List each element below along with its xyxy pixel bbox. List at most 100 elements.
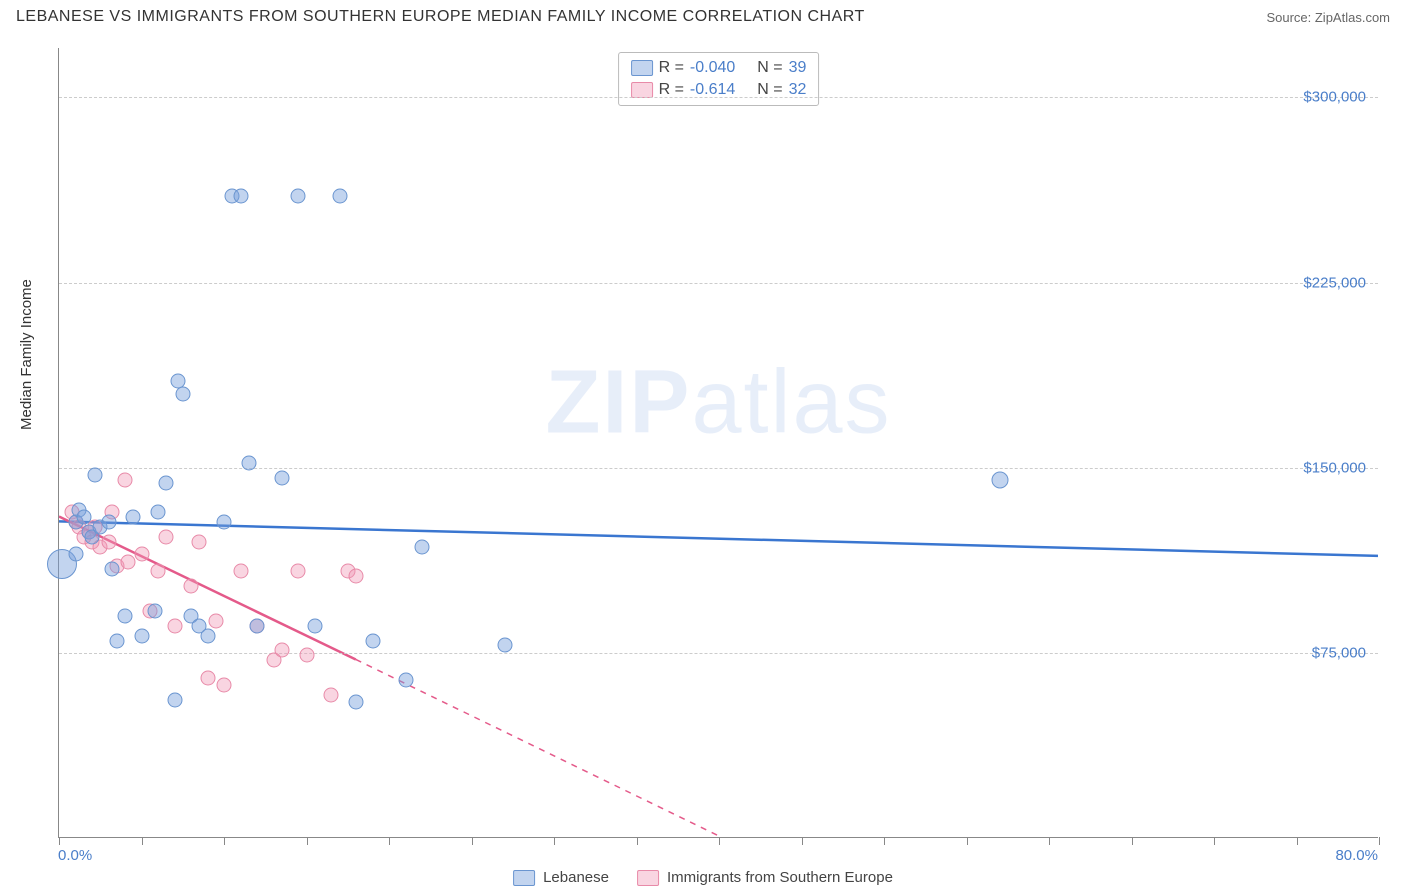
gridline <box>59 283 1378 284</box>
data-point <box>241 455 256 470</box>
x-tick <box>389 837 390 845</box>
legend-stat-row: R = -0.040 N = 39 <box>631 57 807 79</box>
x-tick <box>1297 837 1298 845</box>
x-tick <box>884 837 885 845</box>
gridline <box>59 468 1378 469</box>
data-point <box>274 470 289 485</box>
data-point <box>151 564 166 579</box>
data-point <box>134 628 149 643</box>
data-point <box>415 539 430 554</box>
legend-swatch <box>513 870 535 886</box>
data-point <box>497 638 512 653</box>
x-min-label: 0.0% <box>58 847 92 864</box>
data-point <box>109 633 124 648</box>
chart-header: LEBANESE VS IMMIGRANTS FROM SOUTHERN EUR… <box>0 0 1406 30</box>
data-point <box>250 618 265 633</box>
x-tick <box>1049 837 1050 845</box>
x-tick <box>224 837 225 845</box>
data-point <box>126 510 141 525</box>
y-tick-label: $75,000 <box>1312 644 1366 661</box>
data-point <box>200 670 215 685</box>
plot-area: ZIPatlas R =-0.040N =39R =-0.614N =32 $7… <box>58 48 1378 838</box>
x-max-label: 80.0% <box>1335 847 1378 864</box>
trend-line-blue <box>59 521 1378 556</box>
y-tick-label: $225,000 <box>1303 274 1366 291</box>
legend-swatch <box>637 870 659 886</box>
legend-n-value: 32 <box>789 81 807 99</box>
data-point <box>208 613 223 628</box>
trend-lines-svg <box>59 48 1378 837</box>
watermark: ZIPatlas <box>545 352 891 455</box>
data-point <box>365 633 380 648</box>
data-point <box>118 608 133 623</box>
legend-n-value: 39 <box>789 59 807 77</box>
data-point <box>68 547 83 562</box>
x-tick <box>307 837 308 845</box>
x-tick <box>472 837 473 845</box>
x-tick <box>967 837 968 845</box>
data-point <box>233 189 248 204</box>
watermark-zip: ZIP <box>545 353 691 453</box>
data-point <box>159 475 174 490</box>
legend-swatch <box>631 60 653 76</box>
x-tick <box>142 837 143 845</box>
data-point <box>151 505 166 520</box>
data-point <box>291 189 306 204</box>
x-tick <box>802 837 803 845</box>
legend-item: Immigrants from Southern Europe <box>637 869 893 886</box>
data-point <box>233 564 248 579</box>
data-point <box>398 673 413 688</box>
gridline <box>59 653 1378 654</box>
data-point <box>274 643 289 658</box>
data-point <box>192 534 207 549</box>
legend-label: Immigrants from Southern Europe <box>667 869 893 886</box>
watermark-atlas: atlas <box>691 353 891 453</box>
data-point <box>991 472 1008 489</box>
x-tick <box>59 837 60 845</box>
data-point <box>101 534 116 549</box>
x-tick <box>1132 837 1133 845</box>
data-point <box>184 579 199 594</box>
legend-r-label: R = <box>659 59 684 77</box>
data-point <box>217 677 232 692</box>
legend-n-label: N = <box>757 59 782 77</box>
y-tick-label: $150,000 <box>1303 459 1366 476</box>
legend-label: Lebanese <box>543 869 609 886</box>
data-point <box>104 561 119 576</box>
data-point <box>134 547 149 562</box>
x-tick <box>637 837 638 845</box>
x-tick <box>554 837 555 845</box>
data-point <box>167 618 182 633</box>
data-point <box>291 564 306 579</box>
data-point <box>217 515 232 530</box>
data-point <box>200 628 215 643</box>
data-point <box>76 510 91 525</box>
x-tick <box>719 837 720 845</box>
legend-r-label: R = <box>659 81 684 99</box>
gridline <box>59 97 1378 98</box>
data-point <box>349 695 364 710</box>
trend-line-pink-dashed <box>356 659 752 837</box>
data-point <box>324 687 339 702</box>
legend-r-value: -0.040 <box>690 59 735 77</box>
data-point <box>349 569 364 584</box>
x-tick <box>1379 837 1380 845</box>
y-axis-label: Median Family Income <box>18 279 35 430</box>
data-point <box>101 515 116 530</box>
legend-swatch <box>631 82 653 98</box>
data-point <box>118 473 133 488</box>
data-point <box>167 692 182 707</box>
y-tick-label: $300,000 <box>1303 89 1366 106</box>
data-point <box>159 529 174 544</box>
legend-n-label: N = <box>757 81 782 99</box>
legend-item: Lebanese <box>513 869 609 886</box>
data-point <box>175 386 190 401</box>
legend-series: Lebanese Immigrants from Southern Europe <box>513 869 893 886</box>
data-point <box>299 648 314 663</box>
data-point <box>147 603 162 618</box>
x-tick <box>1214 837 1215 845</box>
data-point <box>307 618 322 633</box>
chart-title: LEBANESE VS IMMIGRANTS FROM SOUTHERN EUR… <box>16 8 865 26</box>
data-point <box>88 468 103 483</box>
chart-source: Source: ZipAtlas.com <box>1266 10 1390 25</box>
